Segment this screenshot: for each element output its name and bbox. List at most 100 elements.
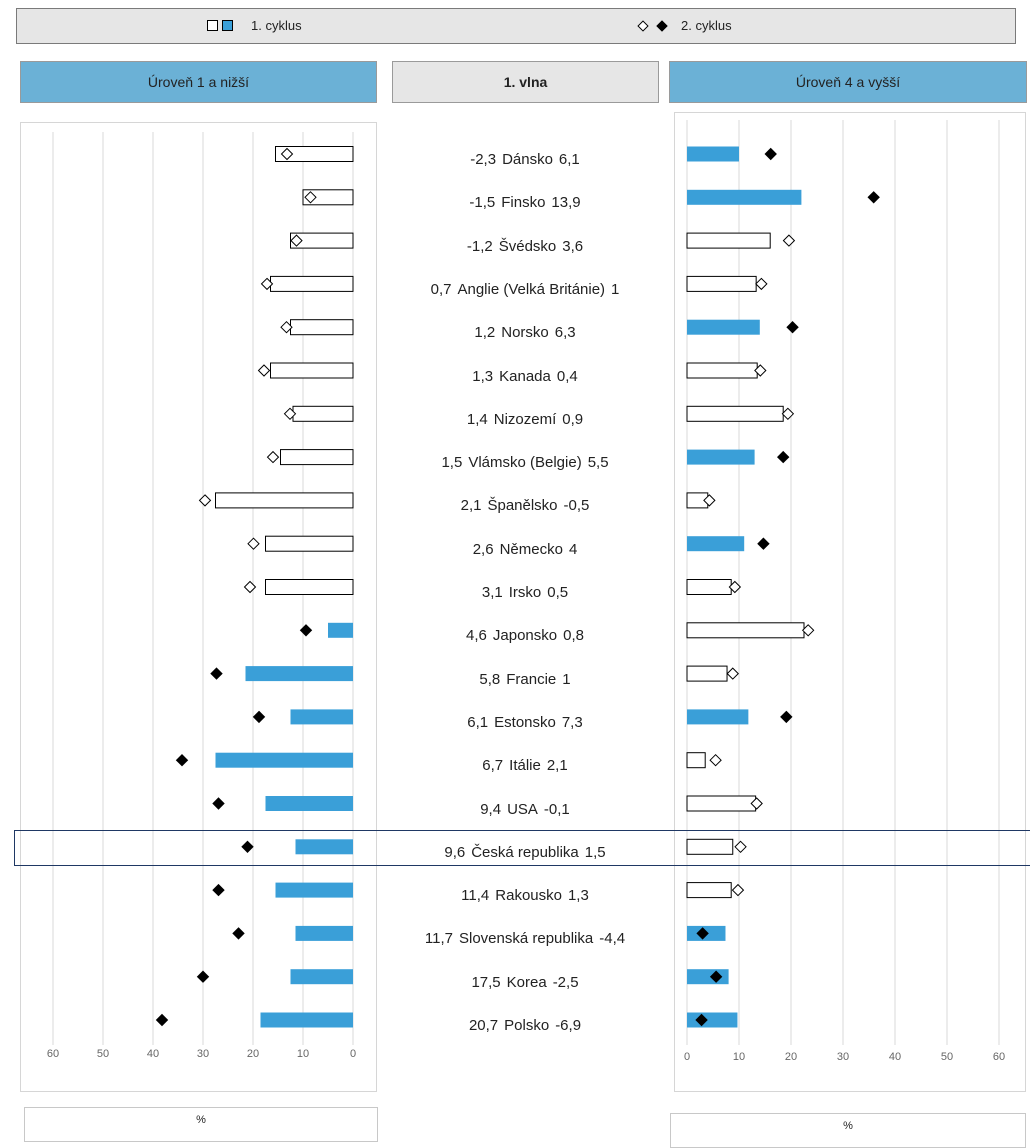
left-marker-cycle2 xyxy=(210,667,223,680)
left-marker-cycle2 xyxy=(175,753,189,767)
country-name: Francie xyxy=(506,670,557,688)
left-tick-label: 20 xyxy=(247,1048,259,1060)
left-marker-cycle2 xyxy=(247,537,260,550)
right-tick-label: 30 xyxy=(837,1051,849,1063)
change-level1: 17,5 xyxy=(471,973,501,991)
left-marker-cycle2 xyxy=(283,407,297,421)
right-tick-label: 40 xyxy=(889,1051,901,1063)
change-level4: -4,4 xyxy=(599,930,626,948)
right-marker-cycle2 xyxy=(709,970,723,983)
right-bar-cycle1 xyxy=(687,449,755,465)
right-marker-cycle2 xyxy=(695,1013,708,1027)
change-level4: 6,3 xyxy=(554,324,576,342)
change-level4: 0,9 xyxy=(562,410,584,428)
header-right: Úroveň 4 a vyšší xyxy=(669,61,1027,103)
country-name: Německo xyxy=(499,540,563,558)
left-tick-label: 30 xyxy=(197,1048,209,1060)
left-tick-label: 50 xyxy=(97,1048,109,1060)
country-row-label: 2,6 Německo 4 xyxy=(380,541,670,559)
legend-cycle2: 2. cyklus xyxy=(635,18,732,33)
left-bar-cycle1 xyxy=(292,405,354,422)
country-row-label: 6,7 Itálie 2,1 xyxy=(380,757,670,775)
right-axis-unit: % xyxy=(670,1113,1026,1148)
left-marker-cycle2 xyxy=(280,147,294,161)
change-level4: -6,9 xyxy=(555,1017,582,1034)
change-level4: 0,8 xyxy=(563,627,584,645)
country-row-label: 1,2 Norsko 6,3 xyxy=(380,324,670,342)
change-level4: -0,1 xyxy=(543,800,570,818)
left-marker-cycle2 xyxy=(155,1013,169,1027)
country-name: Česká republika xyxy=(471,843,579,861)
country-name: Anglie (Velká Británie) xyxy=(457,280,606,298)
right-marker-cycle2 xyxy=(786,320,799,334)
right-tick-label: 20 xyxy=(785,1051,797,1063)
right-bar-cycle1 xyxy=(686,838,734,855)
change-level1: -1,2 xyxy=(466,237,493,255)
right-bar-cycle1 xyxy=(686,795,757,812)
left-marker-cycle2 xyxy=(232,927,245,940)
legend-cycle1-label: 1. cyklus xyxy=(251,18,302,33)
country-name: USA xyxy=(507,800,538,818)
right-marker-cycle2 xyxy=(703,494,716,507)
change-level1: 1,3 xyxy=(472,367,494,385)
country-name: Slovenská republika xyxy=(458,930,594,948)
change-level1: 3,1 xyxy=(481,584,503,601)
right-tick-label: 50 xyxy=(941,1051,953,1063)
change-level4: 0,5 xyxy=(547,584,569,601)
change-level1: 2,1 xyxy=(460,497,482,515)
left-marker-cycle2 xyxy=(257,364,271,377)
left-tick-label: 0 xyxy=(350,1048,356,1060)
left-marker-cycle2 xyxy=(212,883,225,897)
country-name: Vlámsko (Belgie) xyxy=(468,454,582,472)
change-level4: -2,5 xyxy=(552,973,579,991)
change-level4: 5,5 xyxy=(587,454,609,472)
change-level4: 13,9 xyxy=(551,194,581,212)
right-bar-cycle1 xyxy=(686,579,732,595)
right-marker-cycle2 xyxy=(757,537,770,550)
left-bar-cycle1 xyxy=(275,146,354,162)
right-bar-cycle1 xyxy=(687,536,745,552)
country-name: Irsko xyxy=(508,584,542,601)
left-bar-cycle1 xyxy=(328,622,353,638)
country-row-label: 20,7 Polsko -6,9 xyxy=(380,1017,670,1035)
right-bar-cycle1 xyxy=(686,882,732,899)
change-level4: 1,3 xyxy=(567,887,589,905)
country-row-label: -1,5 Finsko 13,9 xyxy=(380,194,670,212)
left-marker-cycle2 xyxy=(266,450,280,464)
left-bar-cycle1 xyxy=(290,709,353,725)
right-bar-cycle1 xyxy=(687,1012,738,1028)
left-marker-cycle2 xyxy=(212,797,225,810)
left-marker-cycle2 xyxy=(241,840,254,854)
right-bar-cycle1 xyxy=(686,665,728,682)
right-bar-cycle1 xyxy=(687,146,739,162)
right-marker-cycle2 xyxy=(755,277,768,291)
right-marker-cycle2 xyxy=(764,147,777,161)
change-level4: -0,5 xyxy=(563,497,590,515)
country-row-label: 0,7 Anglie (Velká Británie) 1 xyxy=(380,281,670,299)
left-bar-cycle1 xyxy=(215,492,354,509)
change-level1: 5,8 xyxy=(479,670,501,688)
change-level1: 1,2 xyxy=(474,324,496,342)
right-marker-cycle2 xyxy=(776,450,790,464)
country-row-label: -1,2 Švédsko 3,6 xyxy=(380,238,670,256)
left-bar-cycle1 xyxy=(290,319,354,336)
change-level1: 20,7 xyxy=(468,1017,499,1034)
country-name: Estonsko xyxy=(494,713,556,731)
left-tick-label: 10 xyxy=(297,1048,309,1060)
right-marker-cycle2 xyxy=(709,753,722,767)
country-name: Itálie xyxy=(509,757,541,775)
right-bar-cycle1 xyxy=(686,622,805,639)
country-name: Polsko xyxy=(504,1017,550,1034)
country-row-label: 6,1 Estonsko 7,3 xyxy=(380,714,670,732)
left-marker-cycle2 xyxy=(304,191,317,204)
left-tick-label: 40 xyxy=(147,1048,159,1060)
country-row-label: 3,1 Irsko 0,5 xyxy=(380,584,670,602)
right-bar-cycle1 xyxy=(686,752,706,769)
country-name: Korea xyxy=(506,973,547,991)
country-row-label: 5,8 Francie 1 xyxy=(380,671,670,689)
left-marker-cycle2 xyxy=(252,710,266,724)
left-marker-cycle2 xyxy=(299,624,313,637)
country-name: Španělsko xyxy=(487,497,558,515)
header-center: 1. vlna xyxy=(392,61,659,103)
change-level1: -2,3 xyxy=(470,151,497,168)
